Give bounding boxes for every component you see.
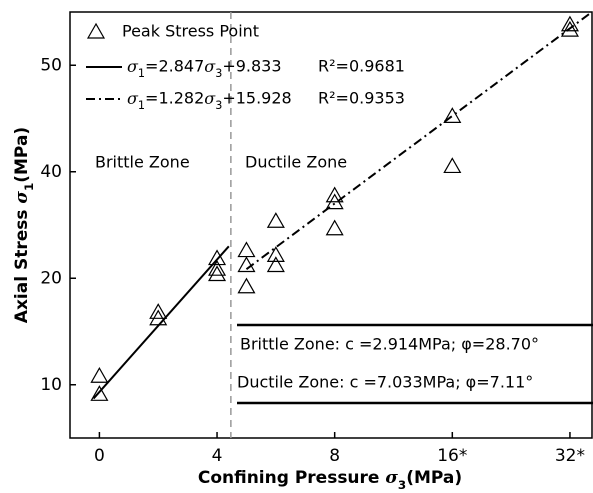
fit-line: [92, 245, 230, 400]
data-point: [237, 277, 256, 294]
data-point: [208, 265, 227, 282]
data-point: [90, 385, 109, 401]
data-point: [90, 367, 109, 383]
legend-label: Peak Stress Point: [122, 22, 259, 41]
annotation: Ductile Zone: c =7.033MPa; φ=7.11°: [237, 373, 533, 392]
y-tick-label: 10: [40, 375, 62, 395]
y-axis-label: Axial Stress σ1(MPa): [12, 127, 36, 323]
x-axis-label: Confining Pressure σ3(MPa): [198, 468, 462, 492]
data-point: [266, 212, 285, 228]
plot-frame: [69, 11, 593, 439]
data-point: [149, 309, 168, 326]
y-tick-label: 50: [40, 55, 62, 75]
x-tick-label: 32*: [555, 446, 585, 466]
annotation: Brittle Zone: c =2.914MPa; φ=28.70°: [240, 335, 539, 354]
zone-label: Brittle Zone: [95, 153, 190, 172]
data-point: [325, 186, 344, 203]
data-point: [208, 259, 227, 276]
data-point: [560, 15, 579, 32]
data-point: [237, 256, 256, 273]
x-tick-label: 16*: [437, 446, 467, 466]
y-tick-label: 40: [40, 162, 62, 182]
y-tick-label: 20: [40, 268, 62, 288]
data-point: [443, 157, 462, 174]
data-point: [325, 219, 344, 236]
data-point: [149, 303, 168, 319]
legend-label: σ1=2.847σ3+9.833: [127, 57, 282, 80]
legend-r2: R²=0.9353: [318, 89, 405, 108]
legend-label: σ1=1.282σ3+15.928: [127, 89, 292, 112]
fit-line: [245, 13, 590, 270]
data-point: [560, 20, 579, 37]
data-point: [237, 241, 256, 258]
legend-r2: R²=0.9681: [318, 57, 405, 76]
data-point: [266, 246, 285, 262]
data-point: [266, 256, 285, 273]
x-tick-label: 8: [329, 446, 340, 466]
zone-label: Ductile Zone: [245, 153, 347, 172]
x-tick-label: 4: [212, 446, 223, 466]
legend-marker: [86, 22, 106, 39]
data-point: [443, 107, 462, 123]
x-tick-label: 0: [94, 446, 105, 466]
data-point: [208, 249, 227, 266]
